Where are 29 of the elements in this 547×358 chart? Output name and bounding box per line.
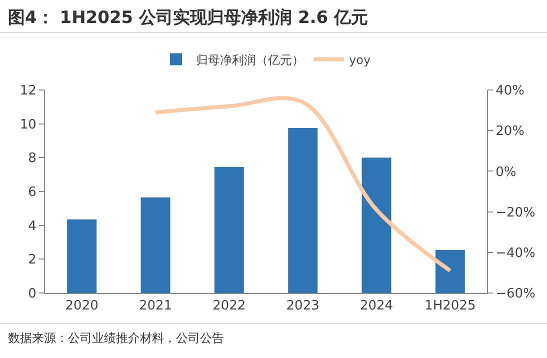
x-tick-label: 2023 bbox=[286, 298, 320, 314]
y2-tick-label: −40% bbox=[496, 246, 536, 261]
x-tick-label: 2020 bbox=[65, 298, 98, 314]
bar bbox=[362, 158, 392, 293]
y-tick-label: 8 bbox=[28, 151, 36, 166]
bar bbox=[214, 166, 244, 293]
y2-tick-label: −20% bbox=[496, 205, 536, 220]
y-tick-label: 2 bbox=[28, 252, 36, 268]
y2-tick-label: −60% bbox=[496, 286, 536, 302]
x-tick-label: 2024 bbox=[360, 298, 394, 314]
legend-label: 归母净利润（亿元） bbox=[196, 52, 304, 67]
y-tick-label: 6 bbox=[28, 185, 36, 200]
y2-tick-label: 40% bbox=[496, 84, 525, 99]
chart-title: 图4： 1H2025 公司实现归母净利润 2.6 亿元 bbox=[0, 0, 547, 33]
y2-tick-label: 0% bbox=[496, 164, 516, 180]
bar bbox=[140, 197, 170, 293]
x-tick-label: 2021 bbox=[138, 298, 172, 314]
x-tick-label: 1H2025 bbox=[424, 298, 476, 314]
bar bbox=[67, 219, 97, 293]
bar bbox=[435, 250, 465, 293]
x-tick-label: 2022 bbox=[212, 298, 246, 314]
bar bbox=[288, 128, 318, 293]
y-tick-label: 0 bbox=[28, 286, 36, 302]
y-tick-label: 12 bbox=[20, 84, 36, 99]
source-note: 数据来源：公司业绩推介材料，公司公告 bbox=[0, 323, 547, 347]
y-tick-label: 4 bbox=[28, 218, 36, 234]
legend-label: yoy bbox=[349, 52, 371, 67]
y-tick-label: 10 bbox=[20, 117, 36, 132]
y2-tick-label: 20% bbox=[496, 124, 525, 140]
